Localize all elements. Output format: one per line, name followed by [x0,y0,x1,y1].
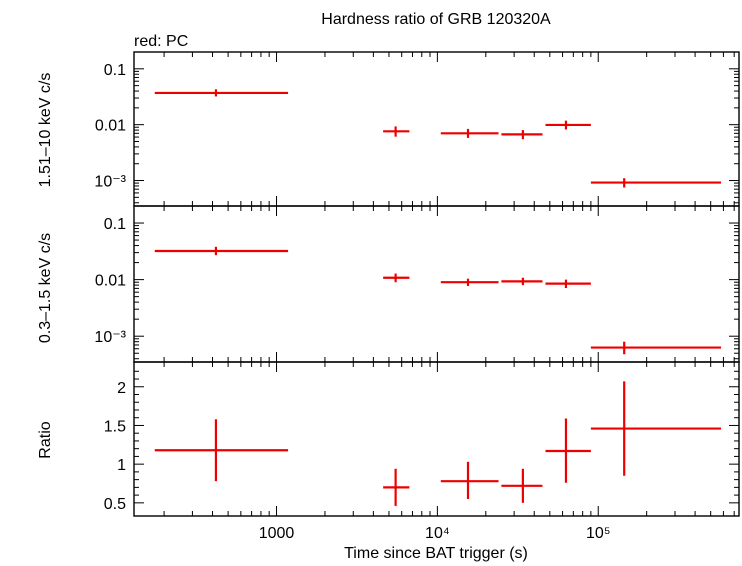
data-point [383,273,410,283]
y-tick-label: 2 [117,380,126,397]
data-point [154,89,289,97]
data-point [440,461,499,499]
bottom-panel-ratio: 0.5 1 1.5 2 1000 10⁴ 10⁵ Ratio [37,361,740,542]
y-tick-label: 10⁻³ [94,329,126,346]
y-tick-label: 10⁻³ [94,174,126,191]
y-axis-label: Ratio [37,421,54,458]
data-point [545,418,591,483]
x-tick-label: 10⁵ [586,525,610,542]
panel-frame [133,205,740,363]
data-point [383,126,410,137]
panel-frame [133,361,740,517]
x-axis-label: Time since BAT trigger (s) [344,545,528,562]
y-axis-label: 1.51–10 keV c/s [37,73,54,188]
x-tick-label: 10⁴ [425,525,450,542]
y-tick-label: 0.1 [104,62,126,79]
data-point [501,468,543,503]
middle-panel-soft-band: 10⁻³ 0.01 0.1 0.3–1.5 keV c/s [37,205,740,363]
data-point [440,128,499,138]
y-tick-label: 0.1 [104,216,126,233]
x-tick-label: 1000 [259,525,295,542]
data-point [154,419,289,482]
data-point [545,279,591,289]
chart-title: Hardness ratio of GRB 120320A [321,11,551,28]
data-point [501,130,543,140]
data-point [501,277,543,286]
y-tick-label: 1.5 [104,418,126,435]
data-point [440,278,499,287]
y-tick-label: 1 [117,457,126,474]
top-panel-hard-band: 10⁻³ 0.01 0.1 1.51–10 keV c/s [37,51,740,207]
y-tick-label: 0.5 [104,496,126,513]
data-point [154,246,289,256]
data-point [590,341,722,355]
data-point [545,120,591,130]
data-point [383,468,410,506]
data-point [590,178,722,188]
y-tick-label: 0.01 [95,118,126,135]
y-axis-label: 0.3–1.5 keV c/s [37,233,54,343]
series-label: red: PC [134,33,188,50]
y-tick-label: 0.01 [95,273,126,290]
data-point [590,381,722,476]
